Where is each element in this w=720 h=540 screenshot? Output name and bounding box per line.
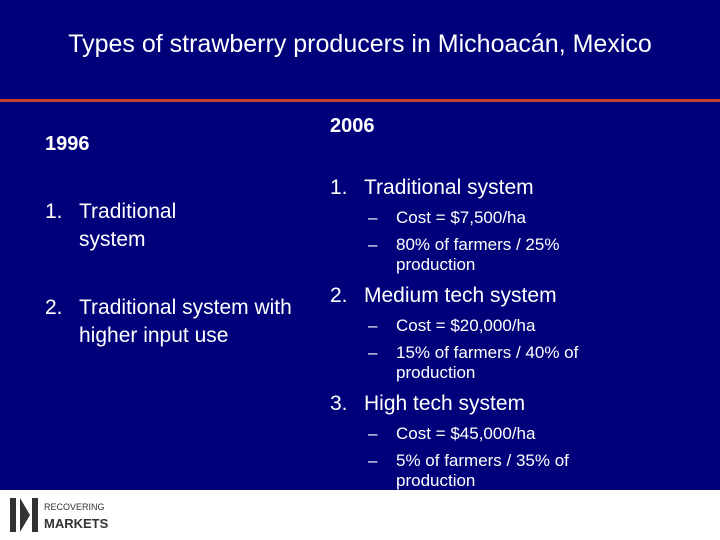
sub-marker: – xyxy=(368,451,378,470)
sub-list: – Cost = $20,000/ha –15% of farmers / 40%… xyxy=(368,316,618,383)
sub-marker: – xyxy=(368,208,378,227)
item-text: Medium tech system xyxy=(364,284,557,307)
sub-list: – Cost = $45,000/ha –5% of farmers / 35% … xyxy=(368,424,618,491)
item-number: 2. xyxy=(330,284,348,307)
sub-text: Cost = $7,500/ha xyxy=(396,208,526,227)
sub-marker: – xyxy=(368,316,378,335)
sub-marker: – xyxy=(368,424,378,443)
item-text: Traditional system with higher input use xyxy=(79,296,292,347)
item-text: High tech system xyxy=(364,392,526,415)
sub-marker: – xyxy=(368,343,378,362)
logo-text: RECOVERING xyxy=(44,502,105,512)
sub-item: – Cost = $45,000/ha xyxy=(368,424,618,444)
logo-bar xyxy=(32,498,38,532)
sub-item: – Cost = $7,500/ha xyxy=(368,208,618,228)
list-item: 2. Medium tech system xyxy=(330,282,630,310)
logo-text: MARKETS xyxy=(44,516,109,531)
list-item: 2. Traditional system with higher input … xyxy=(45,294,295,350)
logo-bar xyxy=(10,498,16,532)
list-item: 1. Traditional system xyxy=(45,198,235,254)
logo: RECOVERING MARKETS xyxy=(10,498,109,532)
slide-title: Types of strawberry producers in Michoac… xyxy=(68,30,652,58)
sub-text: Cost = $45,000/ha xyxy=(396,424,536,443)
title-rule xyxy=(0,99,720,102)
sub-item: –80% of farmers / 25% production xyxy=(368,235,618,275)
column-heading: 1996 xyxy=(45,133,90,155)
item-number: 2. xyxy=(45,296,63,319)
item-number: 3. xyxy=(330,392,348,415)
sub-marker: – xyxy=(368,235,378,254)
logo-shape xyxy=(20,498,30,532)
sub-list: – Cost = $7,500/ha –80% of farmers / 25% … xyxy=(368,208,618,275)
sub-text: 80% of farmers / 25% production xyxy=(396,235,560,274)
sub-item: –15% of farmers / 40% of production xyxy=(368,343,618,383)
footer-band: RECOVERING MARKETS xyxy=(0,490,720,540)
list-item: 1. Traditional system xyxy=(330,174,630,202)
list-item: 3. High tech system xyxy=(330,390,630,418)
right-list: 1. Traditional system – Cost = $7,500/ha … xyxy=(330,174,630,498)
item-text: Traditional system xyxy=(364,176,534,199)
item-number: 1. xyxy=(45,200,63,223)
sub-item: –5% of farmers / 35% of production xyxy=(368,451,618,491)
sub-text: 5% of farmers / 35% of production xyxy=(396,451,569,490)
sub-text: 15% of farmers / 40% of production xyxy=(396,343,579,382)
sub-text: Cost = $20,000/ha xyxy=(396,316,536,335)
item-text: Traditional system xyxy=(79,200,177,251)
column-heading: 2006 xyxy=(330,115,375,137)
item-number: 1. xyxy=(330,176,348,199)
sub-item: – Cost = $20,000/ha xyxy=(368,316,618,336)
